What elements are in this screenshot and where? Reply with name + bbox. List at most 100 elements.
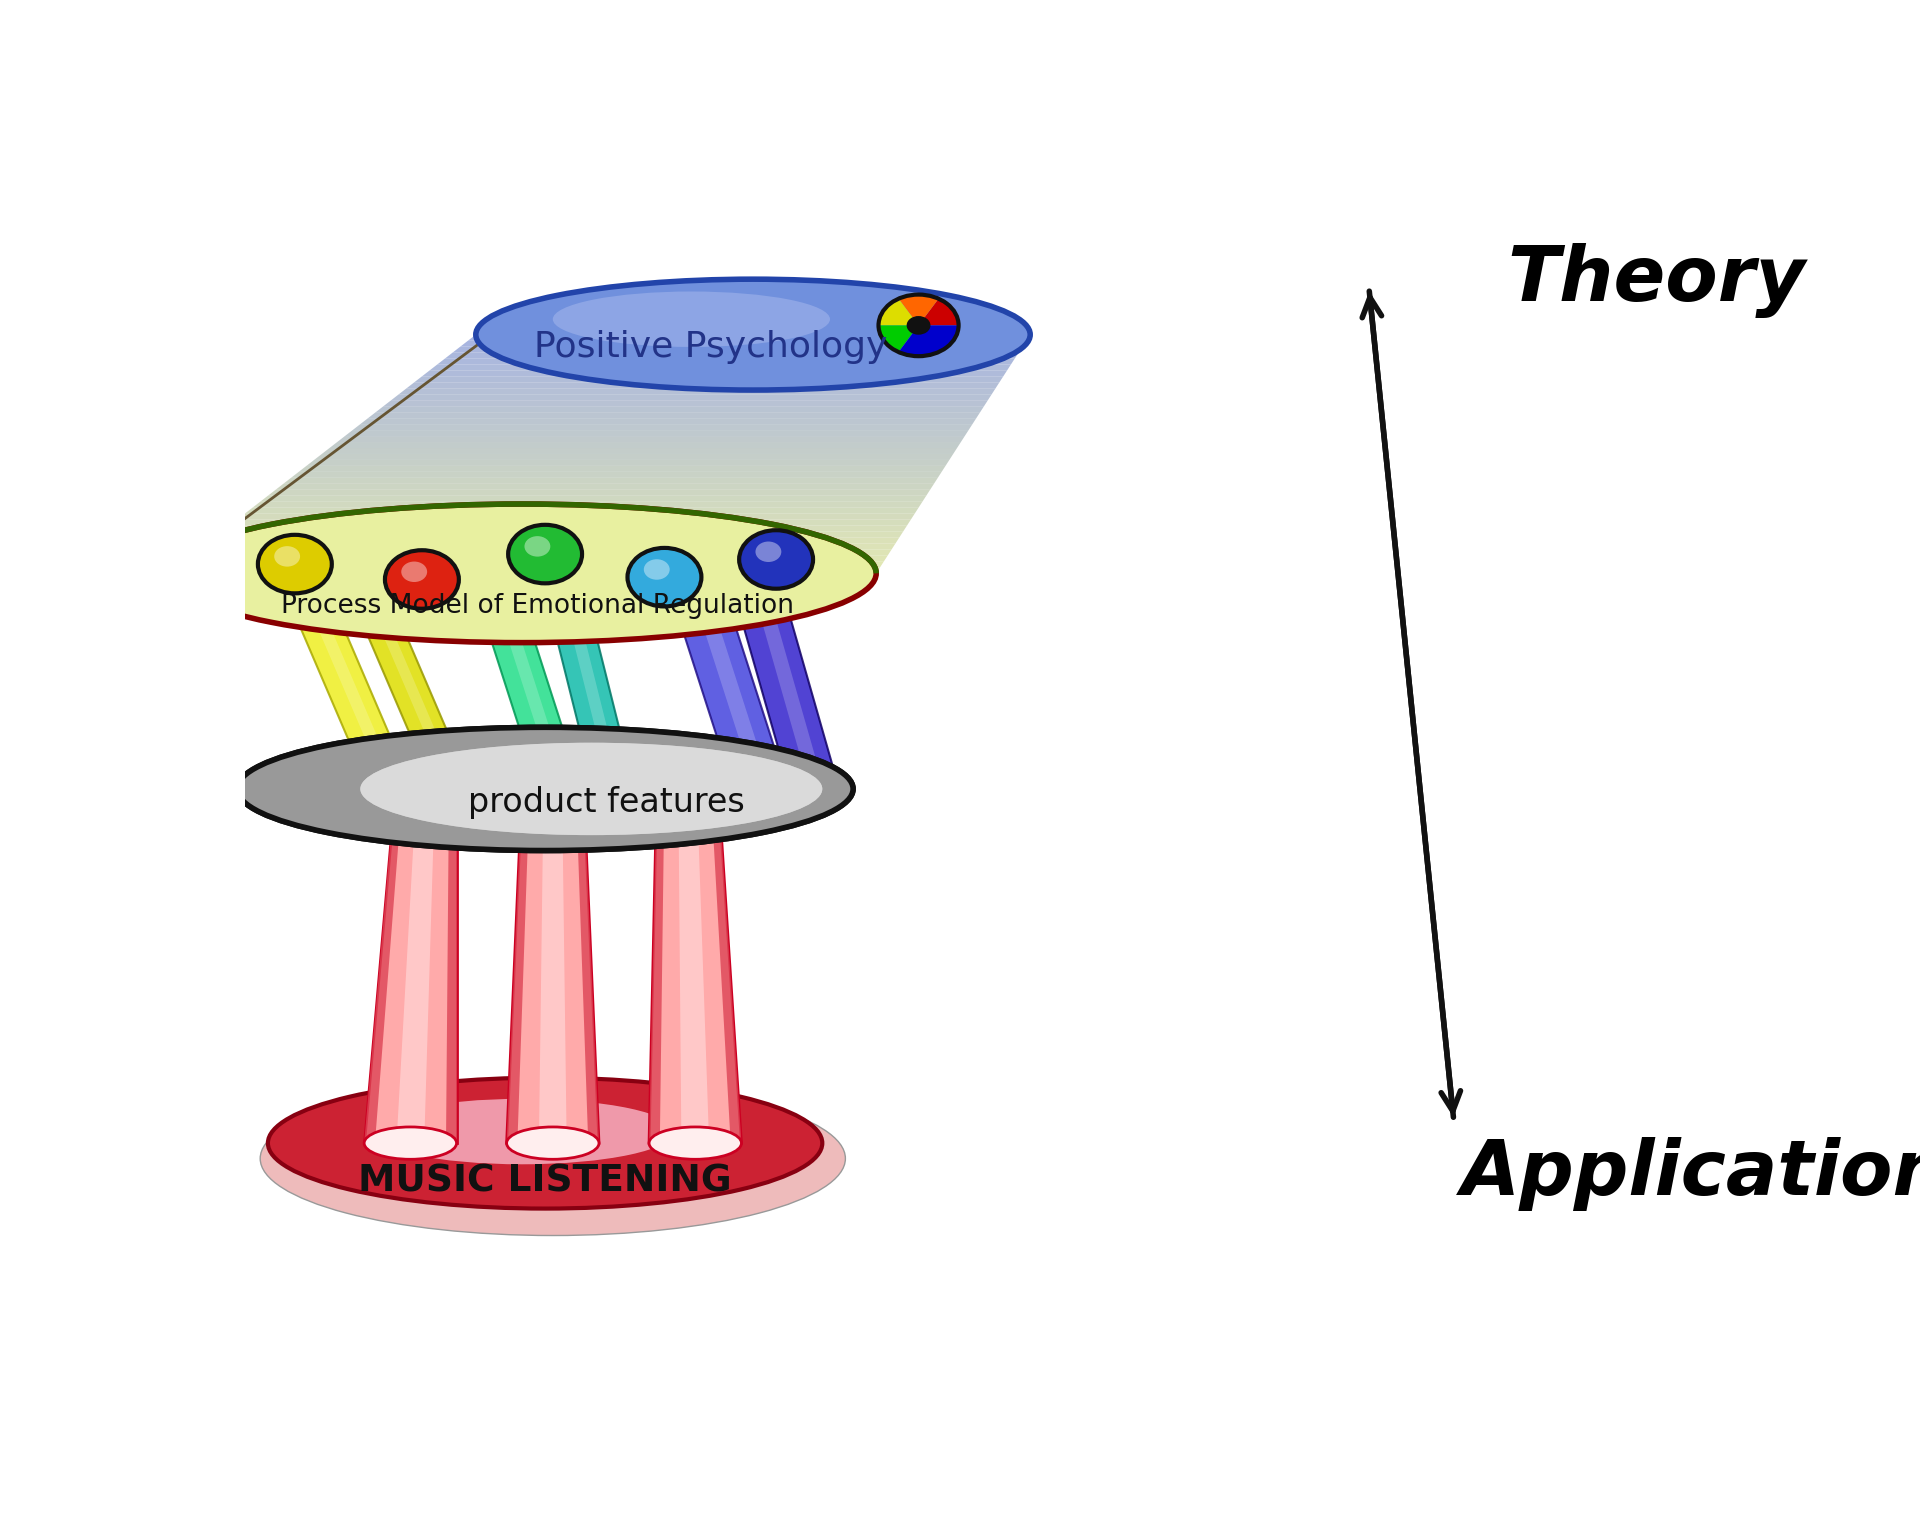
Polygon shape bbox=[445, 789, 457, 1143]
Ellipse shape bbox=[524, 536, 551, 557]
Polygon shape bbox=[710, 789, 741, 1143]
Polygon shape bbox=[749, 574, 824, 789]
Polygon shape bbox=[488, 574, 568, 789]
Polygon shape bbox=[453, 346, 1023, 352]
Polygon shape bbox=[468, 334, 1031, 340]
Polygon shape bbox=[392, 395, 993, 401]
Ellipse shape bbox=[649, 1126, 741, 1160]
Polygon shape bbox=[346, 430, 968, 436]
Polygon shape bbox=[253, 502, 922, 507]
Polygon shape bbox=[422, 370, 1008, 376]
Ellipse shape bbox=[908, 317, 929, 334]
Polygon shape bbox=[300, 466, 945, 472]
Ellipse shape bbox=[396, 779, 457, 800]
Text: Application: Application bbox=[1461, 1137, 1920, 1211]
Polygon shape bbox=[361, 417, 975, 424]
Ellipse shape bbox=[361, 742, 822, 835]
Polygon shape bbox=[470, 574, 582, 789]
Ellipse shape bbox=[275, 546, 300, 566]
Polygon shape bbox=[557, 574, 622, 789]
Ellipse shape bbox=[401, 562, 426, 581]
Ellipse shape bbox=[628, 548, 701, 606]
Ellipse shape bbox=[739, 530, 812, 589]
Polygon shape bbox=[376, 407, 983, 413]
Polygon shape bbox=[685, 574, 772, 789]
Polygon shape bbox=[728, 574, 839, 789]
Ellipse shape bbox=[657, 779, 718, 800]
Ellipse shape bbox=[755, 542, 781, 562]
Polygon shape bbox=[269, 490, 929, 496]
Ellipse shape bbox=[384, 550, 459, 609]
Polygon shape bbox=[664, 574, 787, 789]
Polygon shape bbox=[430, 364, 1012, 370]
Polygon shape bbox=[899, 294, 939, 325]
Ellipse shape bbox=[269, 1078, 822, 1208]
Ellipse shape bbox=[257, 534, 332, 594]
Text: product features: product features bbox=[468, 786, 745, 820]
Polygon shape bbox=[190, 550, 891, 556]
Ellipse shape bbox=[167, 504, 876, 642]
Ellipse shape bbox=[361, 742, 822, 835]
Polygon shape bbox=[399, 389, 996, 395]
Polygon shape bbox=[246, 507, 918, 513]
Polygon shape bbox=[678, 789, 708, 1143]
Polygon shape bbox=[261, 496, 925, 502]
Polygon shape bbox=[649, 789, 664, 1143]
Ellipse shape bbox=[553, 291, 829, 348]
Polygon shape bbox=[307, 460, 948, 466]
Polygon shape bbox=[292, 472, 941, 478]
Polygon shape bbox=[338, 436, 964, 442]
Polygon shape bbox=[540, 789, 566, 1143]
Ellipse shape bbox=[236, 727, 852, 850]
Polygon shape bbox=[323, 448, 956, 454]
Ellipse shape bbox=[507, 1126, 599, 1160]
Polygon shape bbox=[353, 424, 972, 430]
Text: MUSIC LISTENING: MUSIC LISTENING bbox=[359, 1164, 732, 1199]
Polygon shape bbox=[438, 358, 1016, 364]
Polygon shape bbox=[198, 543, 895, 550]
Polygon shape bbox=[175, 562, 883, 568]
Text: Positive Psychology: Positive Psychology bbox=[534, 329, 887, 364]
Polygon shape bbox=[213, 531, 902, 537]
Polygon shape bbox=[369, 413, 979, 417]
Text: Process Model of Emotional Regulation: Process Model of Emotional Regulation bbox=[280, 592, 793, 619]
Polygon shape bbox=[276, 574, 413, 789]
Polygon shape bbox=[228, 519, 910, 525]
Polygon shape bbox=[879, 325, 918, 352]
Polygon shape bbox=[576, 789, 599, 1143]
Polygon shape bbox=[357, 574, 461, 789]
Polygon shape bbox=[918, 299, 958, 325]
Ellipse shape bbox=[369, 1099, 674, 1164]
Polygon shape bbox=[397, 789, 436, 1143]
Ellipse shape bbox=[236, 727, 852, 850]
Polygon shape bbox=[507, 789, 599, 1143]
Ellipse shape bbox=[261, 1081, 845, 1236]
Polygon shape bbox=[879, 299, 918, 325]
Polygon shape bbox=[284, 478, 937, 484]
Ellipse shape bbox=[476, 279, 1031, 390]
Ellipse shape bbox=[643, 559, 670, 580]
Polygon shape bbox=[507, 789, 530, 1143]
Ellipse shape bbox=[522, 779, 584, 800]
Polygon shape bbox=[182, 556, 887, 562]
Polygon shape bbox=[167, 568, 879, 574]
Polygon shape bbox=[221, 525, 906, 531]
Polygon shape bbox=[365, 789, 457, 1143]
Polygon shape bbox=[315, 454, 952, 460]
Polygon shape bbox=[899, 325, 958, 357]
Polygon shape bbox=[445, 352, 1020, 358]
Ellipse shape bbox=[365, 1126, 457, 1160]
Polygon shape bbox=[415, 376, 1004, 383]
Ellipse shape bbox=[509, 525, 582, 583]
Polygon shape bbox=[330, 442, 960, 448]
Polygon shape bbox=[649, 789, 741, 1143]
Text: Theory: Theory bbox=[1507, 243, 1805, 319]
Polygon shape bbox=[407, 383, 1000, 389]
Polygon shape bbox=[342, 574, 472, 789]
Polygon shape bbox=[294, 574, 399, 789]
Polygon shape bbox=[236, 513, 914, 519]
Polygon shape bbox=[461, 340, 1027, 346]
Polygon shape bbox=[276, 484, 933, 490]
Polygon shape bbox=[365, 789, 403, 1143]
Polygon shape bbox=[384, 401, 989, 407]
